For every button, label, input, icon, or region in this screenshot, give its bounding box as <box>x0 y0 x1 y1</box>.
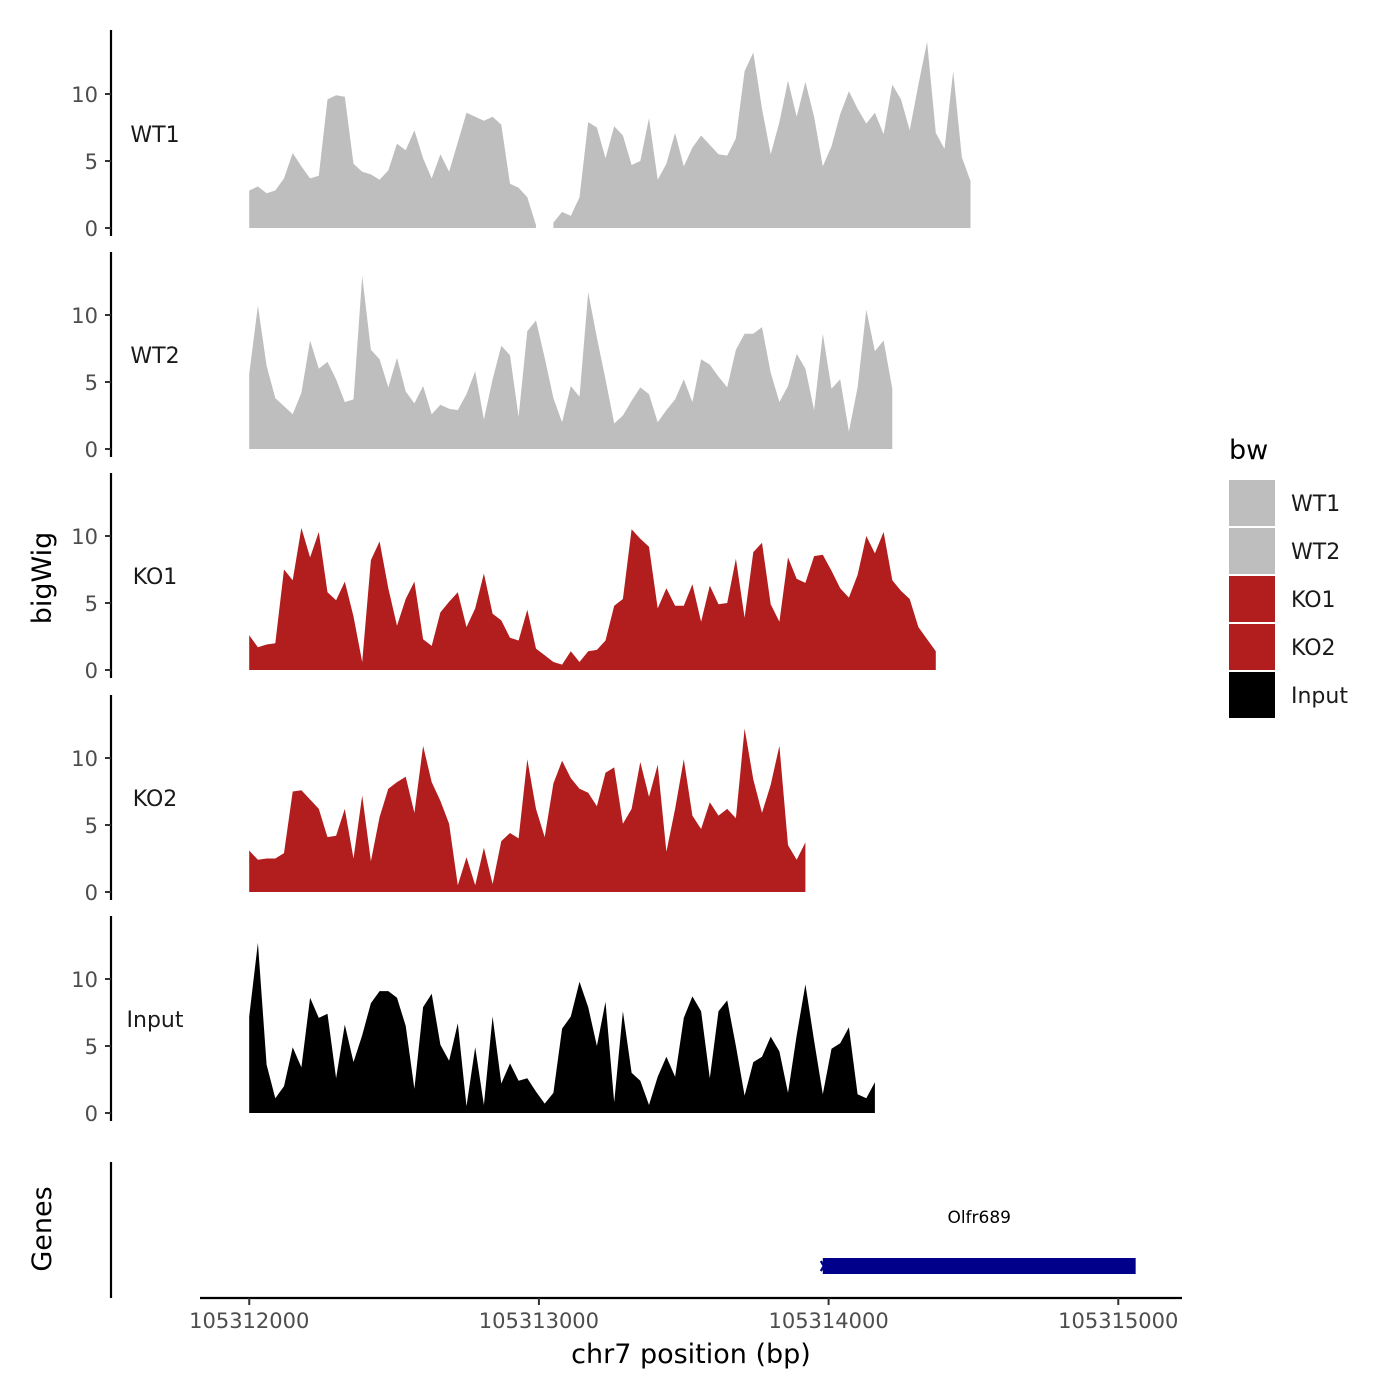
legend-label-KO1: KO1 <box>1291 588 1336 613</box>
y-tick-label-KO1-10: 10 <box>71 525 98 549</box>
legend-label-Input: Input <box>1291 684 1348 709</box>
y-axis-title: bigWig <box>27 532 58 625</box>
track-WT2: 0 5 10 WT2 <box>71 252 893 462</box>
legend-key-KO1 <box>1229 576 1275 622</box>
x-tick-label-105314000: 105314000 <box>768 1309 888 1333</box>
legend-label-WT1: WT1 <box>1291 492 1340 517</box>
track-KO1: 0 5 10 KO1 <box>71 473 936 683</box>
track-KO2: 0 5 10 KO2 <box>71 695 806 905</box>
y-tick-label-Input-10: 10 <box>71 968 98 992</box>
track-WT1: 0 5 10 WT1 <box>71 30 971 241</box>
gene-strand-marker-Olfr689 <box>819 1260 828 1272</box>
legend-title: bw <box>1229 435 1268 466</box>
y-tick-label-KO2-10: 10 <box>71 747 98 771</box>
y-tick-label-KO2-5: 5 <box>85 814 98 838</box>
area-WT1-segment-1 <box>553 41 971 229</box>
track-label-WT2: WT2 <box>130 344 179 369</box>
bigwig-tracks: 0 5 10 WT1 0 5 10 WT2 0 5 10 KO1 0 5 10 KO2 0 5 10 Input <box>71 30 971 1126</box>
track-label-KO1: KO1 <box>133 565 178 590</box>
genes-panel: Genes Olfr689 <box>27 1162 1136 1298</box>
y-tick-label-KO1-0: 0 <box>85 659 98 683</box>
y-tick-label-KO1-5: 5 <box>85 592 98 616</box>
x-tick-label-105315000: 105315000 <box>1058 1309 1178 1333</box>
legend-key-KO2 <box>1229 624 1275 670</box>
y-tick-label-Input-5: 5 <box>85 1035 98 1059</box>
area-KO2-segment-0 <box>249 728 806 892</box>
y-tick-label-KO2-0: 0 <box>85 881 98 905</box>
x-axis: 105312000 105313000 105314000 105315000 <box>189 1296 1182 1333</box>
area-WT2-segment-0 <box>249 276 893 449</box>
gene-label-Olfr689: Olfr689 <box>947 1208 1011 1228</box>
legend-label-WT2: WT2 <box>1291 540 1340 565</box>
legend-key-Input <box>1229 672 1275 718</box>
legend-label-KO2: KO2 <box>1291 636 1336 661</box>
x-axis-title: chr7 position (bp) <box>571 1339 811 1370</box>
track-label-KO2: KO2 <box>133 787 178 812</box>
gene-body-Olfr689 <box>822 1258 1136 1274</box>
area-KO1-segment-0 <box>249 528 936 670</box>
track-Input: 0 5 10 Input <box>71 916 875 1126</box>
x-tick-label-105312000: 105312000 <box>189 1309 309 1333</box>
y-tick-label-Input-0: 0 <box>85 1102 98 1126</box>
track-label-WT1: WT1 <box>130 123 179 148</box>
y-tick-label-WT1-0: 0 <box>85 217 98 241</box>
legend-key-WT2 <box>1229 528 1275 574</box>
legend-key-WT1 <box>1229 480 1275 526</box>
y-tick-label-WT2-0: 0 <box>85 438 98 462</box>
y-tick-label-WT1-5: 5 <box>85 150 98 174</box>
y-tick-label-WT2-5: 5 <box>85 371 98 395</box>
legend: bw WT1 WT2 KO1 KO2 Input <box>1229 435 1348 718</box>
area-WT1-segment-0 <box>249 95 536 228</box>
area-Input-segment-0 <box>249 942 875 1113</box>
genes-panel-title: Genes <box>27 1186 58 1271</box>
track-label-Input: Input <box>127 1008 184 1033</box>
y-tick-label-WT1-10: 10 <box>71 83 98 107</box>
x-tick-label-105313000: 105313000 <box>479 1309 599 1333</box>
y-tick-label-WT2-10: 10 <box>71 304 98 328</box>
